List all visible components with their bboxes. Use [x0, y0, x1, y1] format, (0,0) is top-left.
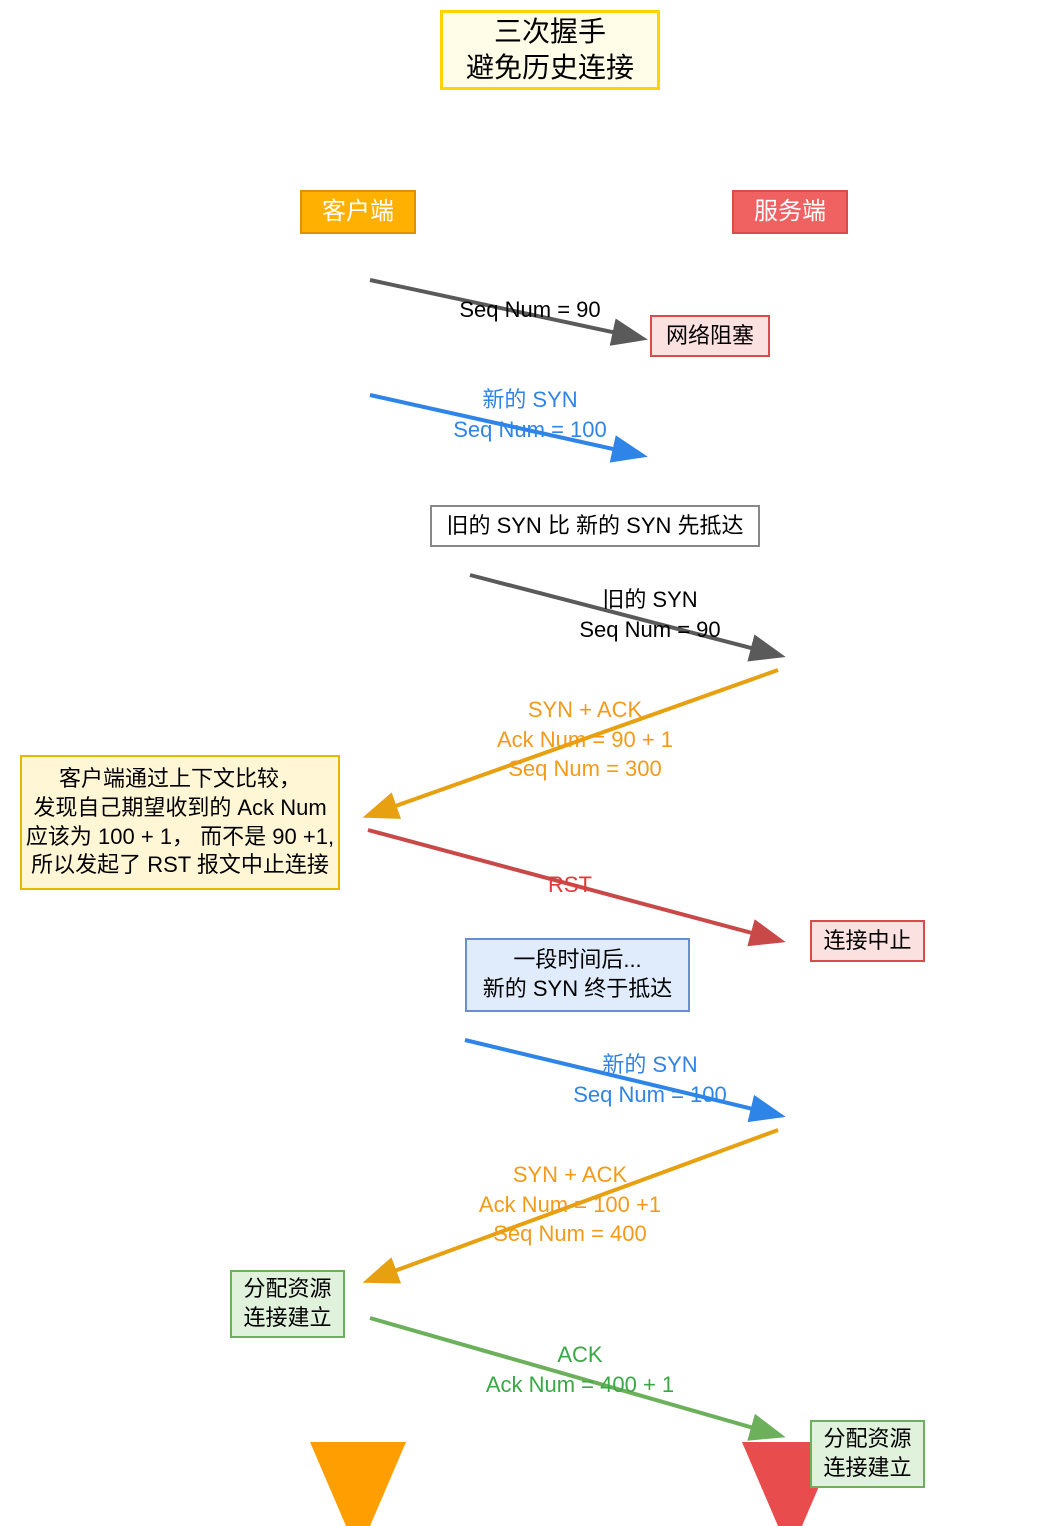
- m7-l2: Ack Num = 100 +1: [440, 1190, 700, 1220]
- m5-label: RST: [510, 870, 630, 900]
- connection-abort-box: 连接中止: [810, 920, 925, 962]
- congestion-text: 网络阻塞: [666, 322, 754, 351]
- m3-label: 旧的 SYN Seq Num = 90: [540, 585, 760, 644]
- m4-label: SYN + ACK Ack Num = 90 + 1 Seq Num = 300: [465, 695, 705, 784]
- congestion-box: 网络阻塞: [650, 315, 770, 357]
- alloc-left-l1: 分配资源: [243, 1275, 331, 1304]
- m1-label: Seq Num = 90: [420, 295, 640, 325]
- client-label: 客户端: [322, 196, 394, 227]
- old-first-box: 旧的 SYN 比 新的 SYN 先抵达: [430, 505, 760, 547]
- m2-l1: 新的 SYN: [420, 385, 640, 415]
- old-first-text: 旧的 SYN 比 新的 SYN 先抵达: [446, 512, 743, 541]
- title-line2: 避免历史连接: [466, 50, 634, 86]
- m2-l2: Seq Num = 100: [420, 415, 640, 445]
- client-header: 客户端: [300, 190, 416, 234]
- m8-l2: Ack Num = 400 + 1: [460, 1370, 700, 1400]
- alloc-right-l1: 分配资源: [823, 1425, 911, 1454]
- diagram-canvas: 三次握手 避免历史连接 客户端 服务端 网络阻塞 旧的 SYN 比 新的 SYN…: [0, 0, 1052, 1526]
- title-line1: 三次握手: [494, 14, 606, 50]
- server-header: 服务端: [732, 190, 848, 234]
- m6-l2: Seq Num = 100: [540, 1080, 760, 1110]
- explain-l2: 发现自己期望收到的 Ack Num: [33, 794, 326, 823]
- explain-l1: 客户端通过上下文比较，: [59, 765, 301, 794]
- alloc-left-box: 分配资源 连接建立: [230, 1270, 345, 1338]
- client-explain-box: 客户端通过上下文比较， 发现自己期望收到的 Ack Num 应该为 100 + …: [20, 755, 340, 890]
- m4-l1: SYN + ACK: [465, 695, 705, 725]
- m6-l1: 新的 SYN: [540, 1050, 760, 1080]
- server-label: 服务端: [754, 196, 826, 227]
- m8-l1: ACK: [460, 1340, 700, 1370]
- m4-l2: Ack Num = 90 + 1: [465, 725, 705, 755]
- after-wait-l1: 一段时间后...: [513, 946, 641, 975]
- m6-label: 新的 SYN Seq Num = 100: [540, 1050, 760, 1109]
- m5-l1: RST: [510, 870, 630, 900]
- m3-l2: Seq Num = 90: [540, 615, 760, 645]
- m1-l1: Seq Num = 90: [420, 295, 640, 325]
- m4-l3: Seq Num = 300: [465, 754, 705, 784]
- alloc-left-l2: 连接建立: [243, 1304, 331, 1333]
- alloc-right-l2: 连接建立: [823, 1454, 911, 1483]
- after-wait-box: 一段时间后... 新的 SYN 终于抵达: [465, 938, 690, 1012]
- m3-l1: 旧的 SYN: [540, 585, 760, 615]
- alloc-right-box: 分配资源 连接建立: [810, 1420, 925, 1488]
- m2-label: 新的 SYN Seq Num = 100: [420, 385, 640, 444]
- m7-label: SYN + ACK Ack Num = 100 +1 Seq Num = 400: [440, 1160, 700, 1249]
- m7-l1: SYN + ACK: [440, 1160, 700, 1190]
- title-box: 三次握手 避免历史连接: [440, 10, 660, 90]
- explain-l3: 应该为 100 + 1， 而不是 90 +1,: [26, 823, 334, 852]
- explain-l4: 所以发起了 RST 报文中止连接: [31, 851, 329, 880]
- m7-l3: Seq Num = 400: [440, 1219, 700, 1249]
- abort-text: 连接中止: [823, 927, 911, 956]
- after-wait-l2: 新的 SYN 终于抵达: [483, 975, 672, 1004]
- m8-label: ACK Ack Num = 400 + 1: [460, 1340, 700, 1399]
